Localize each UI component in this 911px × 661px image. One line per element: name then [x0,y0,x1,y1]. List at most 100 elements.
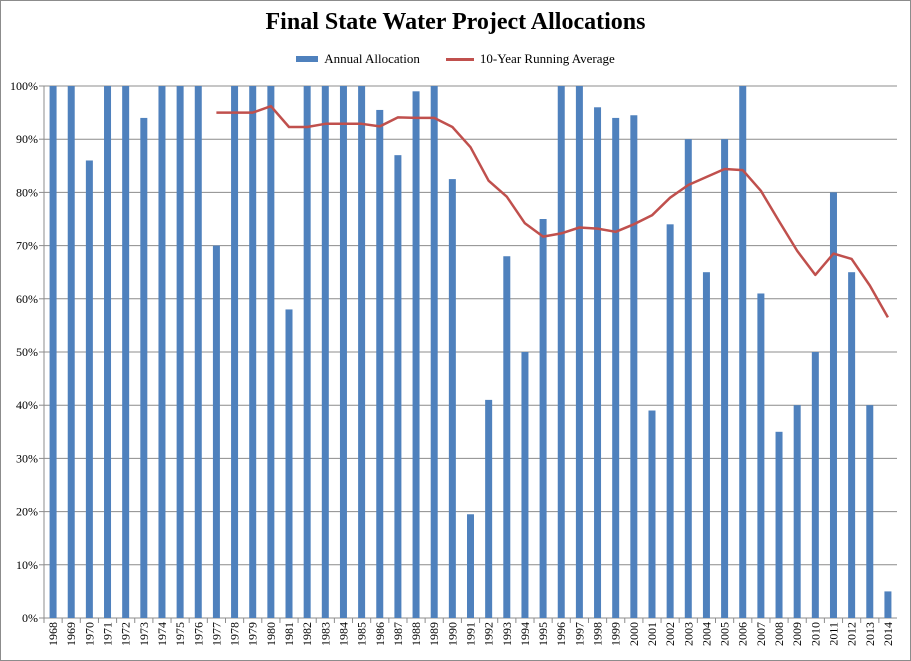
bar [539,219,547,618]
bar [829,192,837,618]
x-tick-label: 1986 [373,622,387,646]
bar [249,86,257,618]
x-tick-label: 1980 [264,622,278,646]
bar [793,405,801,618]
x-tick-label: 2003 [681,622,695,646]
x-tick-label: 2009 [790,622,804,646]
y-tick-label: 100% [10,79,38,93]
x-tick-label: 2004 [699,622,713,646]
y-tick-label: 70% [16,239,38,253]
y-tick-label: 60% [16,292,38,306]
x-tick-label: 1978 [228,622,242,646]
x-tick-label: 1975 [173,622,187,646]
bar [430,86,438,618]
x-tick-label: 2000 [627,622,641,646]
bar [666,224,674,618]
x-tick-label: 1995 [536,622,550,646]
x-tick-label: 1971 [101,622,115,646]
bar [757,293,765,618]
x-tick-label: 1998 [591,622,605,646]
bar [448,179,456,618]
x-tick-label: 1972 [119,622,133,646]
x-tick-label: 2005 [718,622,732,646]
x-tick-label: 2014 [881,622,895,646]
bar [521,352,529,618]
bar [358,86,366,618]
y-tick-label: 40% [16,398,38,412]
legend-label-bar: Annual Allocation [324,51,420,66]
bar [158,86,166,618]
x-tick-label: 2008 [772,622,786,646]
y-tick-label: 50% [16,345,38,359]
bar [140,117,148,619]
chart-title: Final State Water Project Allocations [265,9,646,35]
bar [848,272,856,618]
bar [267,86,275,618]
bar [104,86,112,618]
bar [575,86,583,618]
bar [285,309,293,618]
bar [485,399,493,618]
bar [612,117,620,619]
bar [594,107,602,618]
x-tick-label: 1979 [246,622,260,646]
x-tick-label: 1976 [191,622,205,646]
x-tick-label: 1992 [482,622,496,646]
x-tick-label: 1985 [355,622,369,646]
x-tick-label: 2006 [736,622,750,646]
x-tick-label: 1990 [445,622,459,646]
y-tick-label: 10% [16,558,38,572]
legend-label-line: 10-Year Running Average [479,51,615,66]
y-tick-label: 20% [16,505,38,519]
legend-swatch-line [445,57,474,61]
x-tick-label: 1981 [282,622,296,646]
bar [231,86,239,618]
x-tick-label: 1968 [46,622,60,646]
x-tick-label: 2007 [754,622,768,646]
bar [775,431,783,618]
bar [648,410,656,618]
x-tick-label: 1974 [155,622,169,646]
x-tick-label: 1983 [318,622,332,646]
x-tick-label: 1973 [137,622,151,646]
bar [866,405,874,618]
bar [702,272,710,618]
x-tick-label: 1969 [64,622,78,646]
y-tick-label: 90% [16,132,38,146]
x-tick-label: 1994 [518,622,532,646]
x-tick-label: 1977 [209,622,223,646]
bar [122,86,130,618]
bar [412,91,420,618]
bar [739,86,747,618]
x-tick-label: 1993 [500,622,514,646]
bar [67,86,75,618]
y-tick-label: 30% [16,451,38,465]
bar [684,139,692,618]
bar [49,86,57,618]
x-tick-label: 2011 [826,622,840,646]
x-tick-label: 1996 [554,622,568,646]
x-tick-label: 2001 [645,622,659,646]
legend-item-line: 10-Year Running Average [445,51,615,67]
bar [884,591,892,618]
chart-legend: Annual Allocation 10-Year Running Averag… [1,51,910,67]
bar [303,86,311,618]
x-tick-label: 1987 [391,622,405,646]
x-tick-label: 1982 [300,622,314,646]
bar [194,86,202,618]
x-tick-label: 1997 [572,622,586,646]
bar [467,514,474,618]
bar [176,86,184,618]
x-tick-label: 1999 [609,622,623,646]
bar [376,109,384,618]
x-tick-label: 2010 [808,622,822,646]
y-tick-label: 80% [16,185,38,199]
bar [721,139,729,618]
bar [811,352,819,618]
bar [503,256,511,618]
running-average-line [216,104,889,319]
y-tick-label: 0% [22,611,38,625]
x-tick-label: 1988 [409,622,423,646]
